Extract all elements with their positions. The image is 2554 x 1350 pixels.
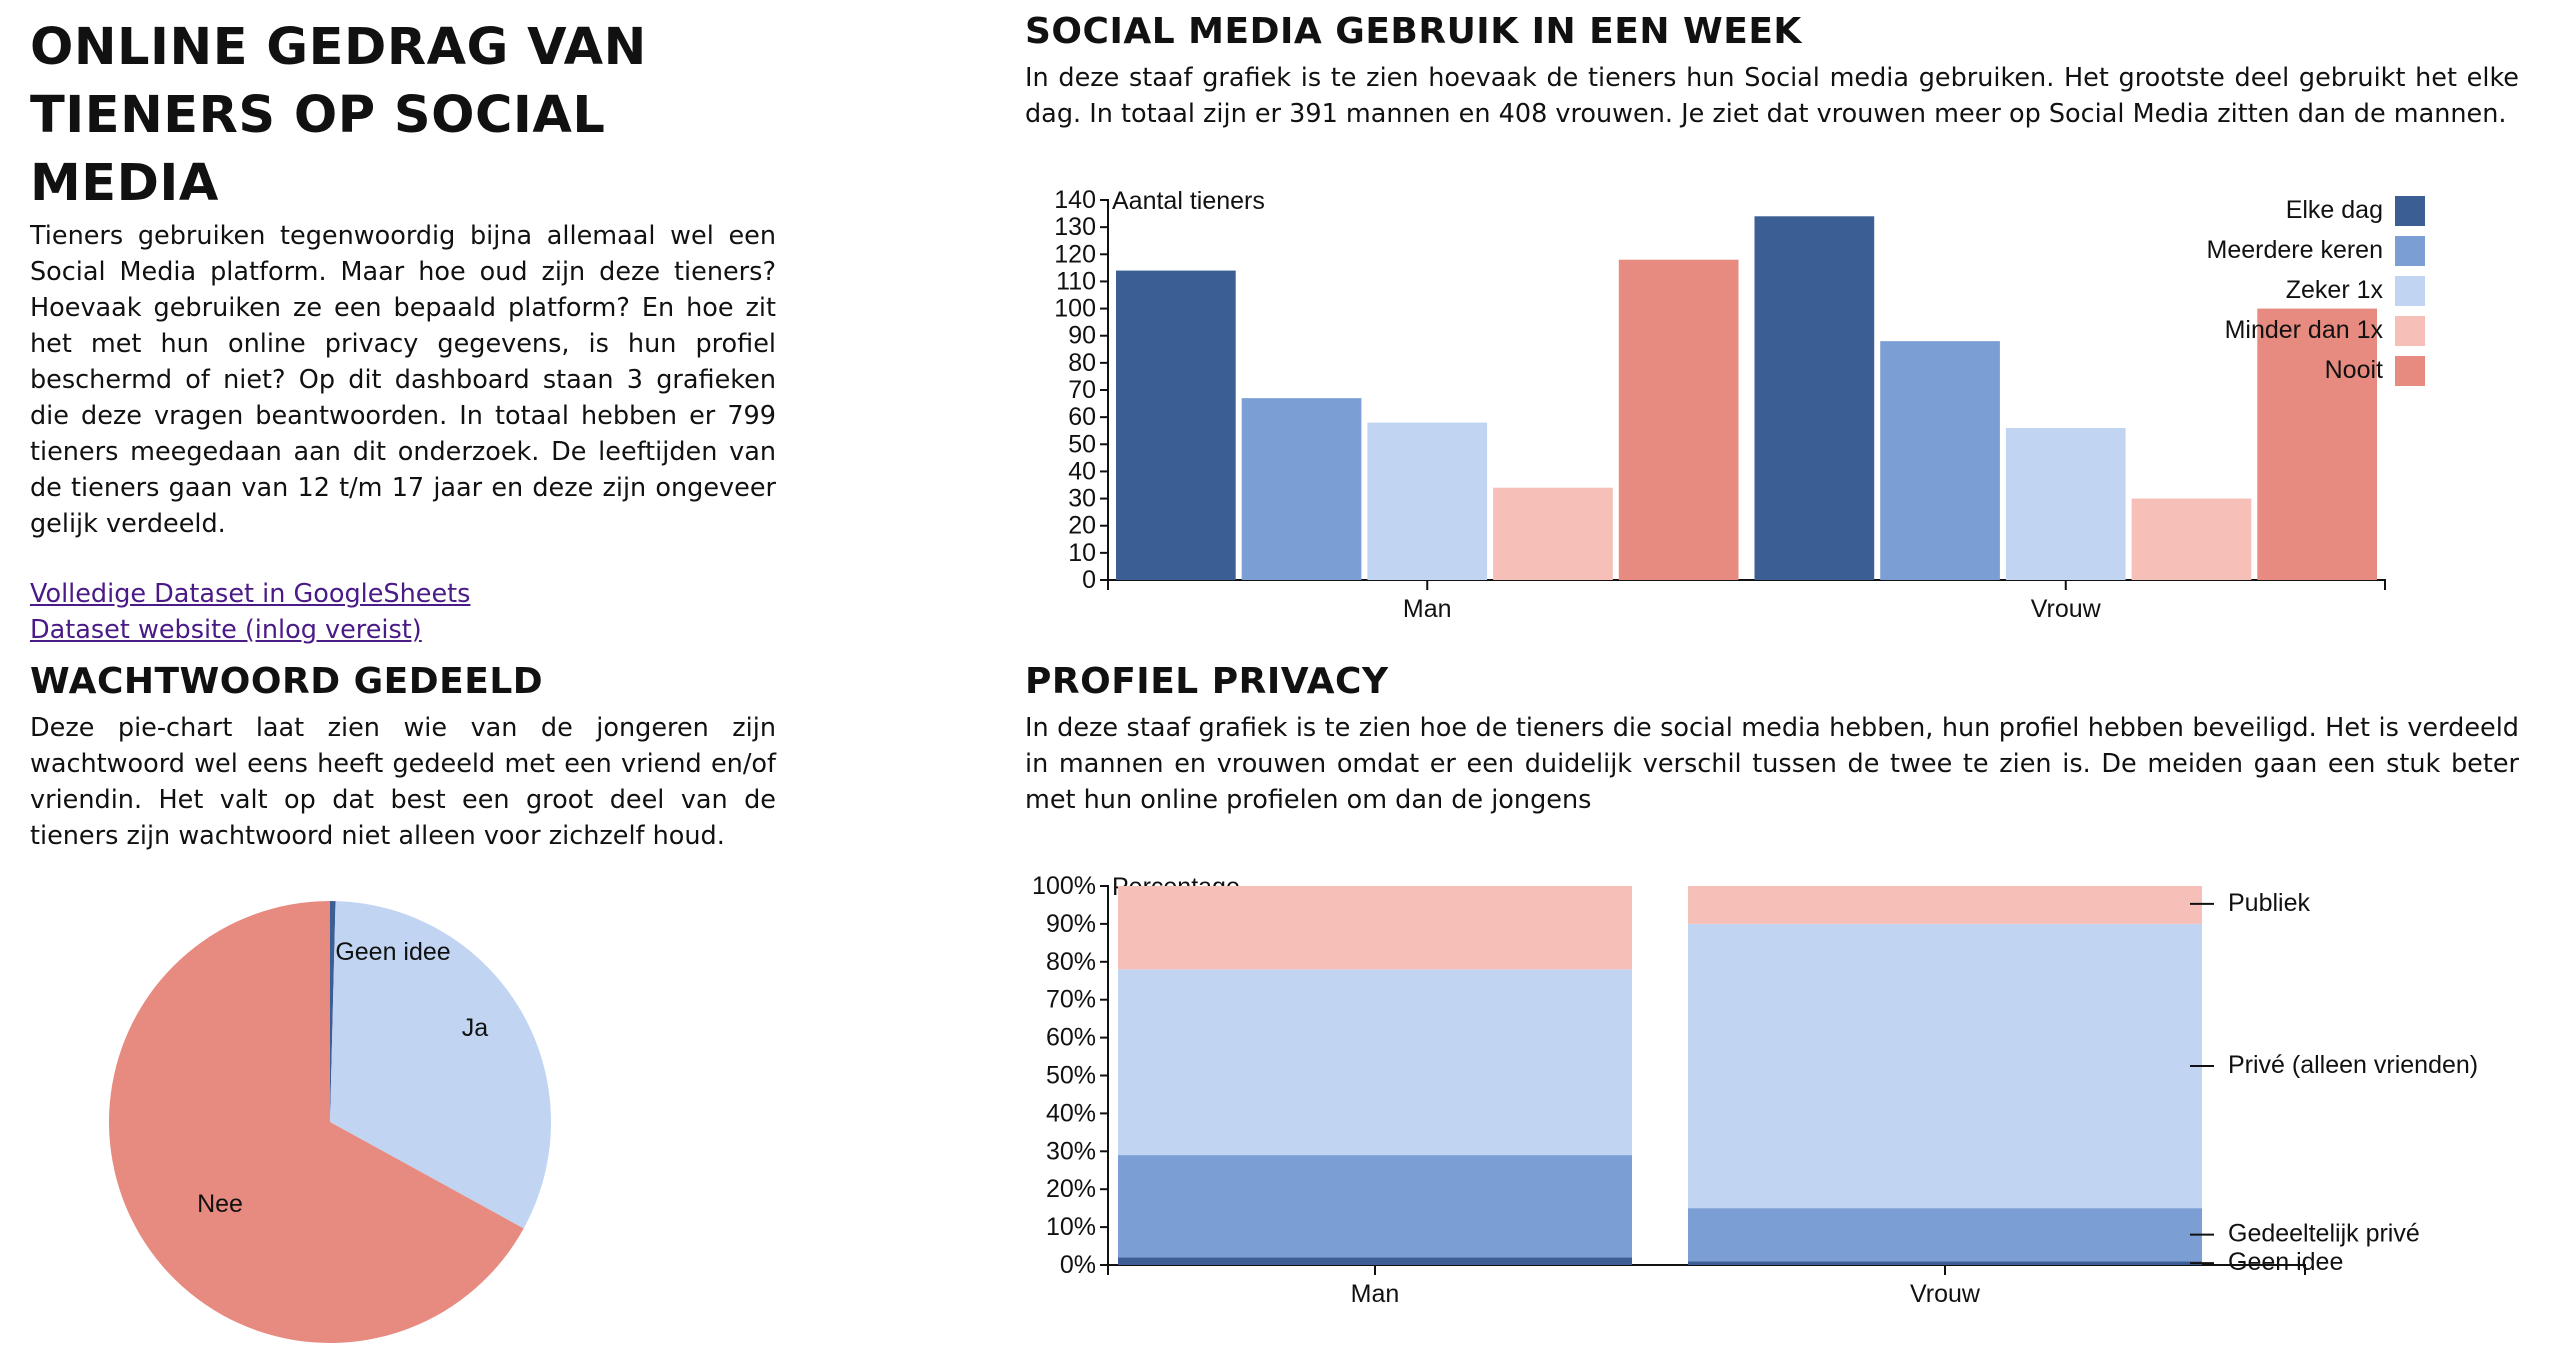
y-tick-label: 50 [1068,430,1096,458]
y-tick-label: 100% [1032,872,1096,900]
bar-minder-dan-1x [2131,498,2252,580]
usage-text: In deze staaf grafiek is te zien hoevaak… [1025,63,2519,129]
y-tick-label: 0 [1082,566,1096,594]
pie-label: Ja [462,1014,489,1042]
y-tick-label: 80% [1046,948,1096,976]
password-pie-chart: Geen idee Ja Nee [109,901,551,1343]
pie-label: Nee [197,1190,243,1218]
y-tick-label: 100 [1054,295,1096,323]
stack-priv-alleen-vrienden- [1688,923,2202,1209]
legend-label: Minder dan 1x [2225,316,2384,344]
stack-gedeeltelijk-priv- [1688,1208,2202,1262]
x-axis-line [1107,1264,2306,1275]
bar-meerdere-keren [1241,398,1362,580]
password-panel: WACHTWOORD GEDEELD Deze pie-chart laat z… [30,658,776,854]
y-tick-label: 70% [1046,986,1096,1014]
x-tick-label: Man [1403,595,1452,623]
bar-zeker-1x [1367,422,1488,580]
password-text: Deze pie-chart laat zien wie van de jong… [30,713,776,851]
y-tick-label: 40% [1046,1099,1096,1127]
bar-zeker-1x [2005,428,2126,580]
series-label: Publiek [2228,889,2310,917]
y-tick-label: 40 [1068,457,1096,485]
y-axis-title: Aantal tieners [1112,187,1265,215]
bar-elke-dag [1116,270,1236,580]
y-tick-label: 20% [1046,1175,1096,1203]
y-tick-label: 90 [1068,322,1096,350]
password-title: WACHTWOORD GEDEELD [30,661,544,702]
privacy-title: PROFIEL PRIVACY [1025,661,1389,702]
pie-label: Geen idee [335,938,450,966]
privacy-stacked-chart: 0%10%20%30%40%50%60%70%80%90%100%Percent… [1032,872,2478,1308]
intro-panel: ONLINE GEDRAG VAN TIENERS OP SOCIAL MEDI… [30,14,776,648]
legend-swatch [2395,276,2425,306]
pie-slice-geen-idee [330,901,336,1122]
pie-slice-ja [330,901,551,1229]
y-tick-label: 30% [1046,1137,1096,1165]
stack-gedeeltelijk-priv- [1118,1155,1632,1258]
y-tick-label: 130 [1054,213,1096,241]
stack-publiek [1688,886,2202,924]
bar-minder-dan-1x [1493,487,1613,580]
x-tick-label: Man [1351,1280,1400,1308]
y-tick-label: 110 [1056,267,1096,295]
pie-slice-nee [109,901,524,1343]
bar-elke-dag [1754,216,1875,580]
y-tick-label: 80 [1068,349,1096,377]
y-tick-label: 10 [1068,539,1096,567]
stack-geen-idee [1118,1257,1632,1265]
y-tick-label: 120 [1054,240,1096,268]
y-tick-label: 50% [1046,1062,1096,1090]
x-tick-label: Vrouw [2031,595,2102,623]
series-label: Gedeeltelijk privé [2228,1220,2420,1248]
legend-label: Meerdere keren [2207,236,2383,264]
bar-nooit [1618,259,1739,580]
bar-nooit [2257,308,2377,580]
y-tick-label: 70 [1068,376,1096,404]
y-tick-label: 10% [1046,1213,1096,1241]
legend-label: Zeker 1x [2286,276,2384,304]
dataset-links: Volledige Dataset in GoogleSheets Datase… [30,576,776,648]
stack-priv-alleen-vrienden- [1118,969,1632,1156]
bar-meerdere-keren [1880,341,2000,580]
stack-publiek [1118,886,1632,970]
x-tick-label: Vrouw [1910,1280,1981,1308]
legend-swatch [2395,356,2425,386]
series-label: Privé (alleen vrienden) [2228,1051,2478,1079]
dataset-website-link[interactable]: Dataset website (inlog vereist) [30,615,422,645]
y-tick-label: 90% [1046,910,1096,938]
page-title: ONLINE GEDRAG VAN TIENERS OP SOCIAL MEDI… [30,18,647,213]
privacy-text: In deze staaf grafiek is te zien hoe de … [1025,713,2519,815]
y-tick-label: 140 [1054,186,1096,214]
legend-label: Elke dag [2286,196,2383,224]
legend-swatch [2395,236,2425,266]
usage-title: SOCIAL MEDIA GEBRUIK IN EEN WEEK [1025,11,1802,52]
y-tick-label: 60% [1046,1024,1096,1052]
stack-geen-idee [1688,1261,2202,1265]
legend-swatch [2395,196,2425,226]
y-tick-label: 30 [1068,485,1096,513]
y-tick-label: 60 [1068,403,1096,431]
usage-panel: SOCIAL MEDIA GEBRUIK IN EEN WEEK In deze… [1025,8,2519,132]
legend-swatch [2395,316,2425,346]
y-tick-label: 20 [1068,512,1096,540]
y-tick-label: 0% [1060,1251,1096,1279]
x-axis-line [1107,579,2386,590]
legend-label: Nooit [2325,356,2383,384]
series-label: Geen idee [2228,1248,2343,1276]
googlesheets-link[interactable]: Volledige Dataset in GoogleSheets [30,579,471,609]
privacy-panel: PROFIEL PRIVACY In deze staaf grafiek is… [1025,658,2519,818]
intro-text: Tieners gebruiken tegenwoordig bijna all… [30,221,776,539]
